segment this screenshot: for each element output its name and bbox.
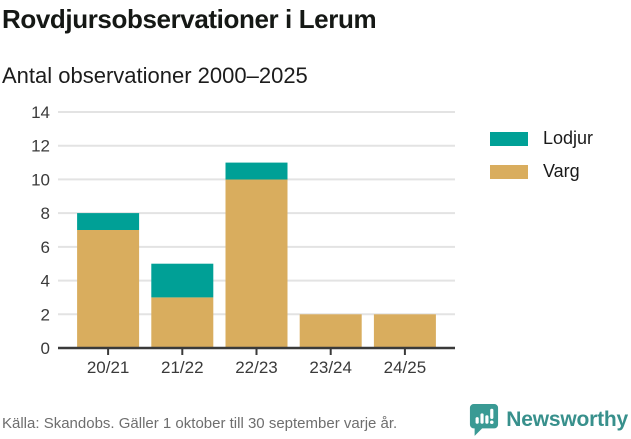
legend-label: Lodjur: [543, 128, 594, 148]
stacked-bar-chart: 0 2 4 6 8 10 12 14 20/21 21/22 22/23 23/24 24/25: [31, 103, 455, 377]
legend-swatch-lodjur: [490, 131, 528, 146]
bar-segment-varg: [373, 314, 436, 348]
legend-item-lodjur: Lodjur: [490, 128, 593, 149]
y-tick-label: 6: [41, 238, 50, 257]
legend-label: Varg: [543, 161, 580, 181]
source-note: Källa: Skandobs. Gäller 1 oktober till 3…: [2, 415, 398, 432]
legend: Lodjur Varg: [490, 128, 593, 194]
x-tick-label: 24/25: [384, 358, 427, 377]
y-tick-label: 12: [31, 137, 50, 156]
legend-swatch-varg: [490, 164, 528, 179]
bar-segment-lodjur: [77, 213, 140, 230]
bar-segment-varg: [151, 297, 214, 348]
bar-segment-varg: [225, 179, 288, 348]
y-tick-label: 4: [41, 272, 50, 291]
y-tick-label: 8: [41, 204, 50, 223]
chart: 0 2 4 6 8 10 12 14 20/21 21/22 22/23 23/24 24/25: [0, 95, 470, 387]
y-tick-label: 0: [41, 339, 50, 358]
x-tick-label: 23/24: [309, 358, 352, 377]
bar-segment-lodjur: [225, 162, 288, 180]
y-tick-label: 14: [31, 103, 50, 122]
newsworthy-logo-icon: [470, 404, 499, 436]
brand-name: Newsworthy: [506, 407, 628, 431]
x-tick-label: 20/21: [87, 358, 130, 377]
bar-segment-varg: [77, 230, 140, 348]
x-tick-label: 22/23: [235, 358, 278, 377]
bar-segment-lodjur: [151, 263, 214, 298]
newsworthy-branding: Newsworthy: [469, 403, 628, 436]
y-tick-label: 2: [41, 305, 50, 324]
page-title: Rovdjursobservationer i Lerum: [2, 4, 377, 34]
bar-segment-varg: [299, 314, 362, 348]
x-tick-label: 21/22: [161, 358, 204, 377]
chart-subtitle: Antal observationer 2000–2025: [2, 63, 308, 88]
legend-item-varg: Varg: [490, 161, 593, 182]
y-tick-label: 10: [31, 170, 50, 189]
